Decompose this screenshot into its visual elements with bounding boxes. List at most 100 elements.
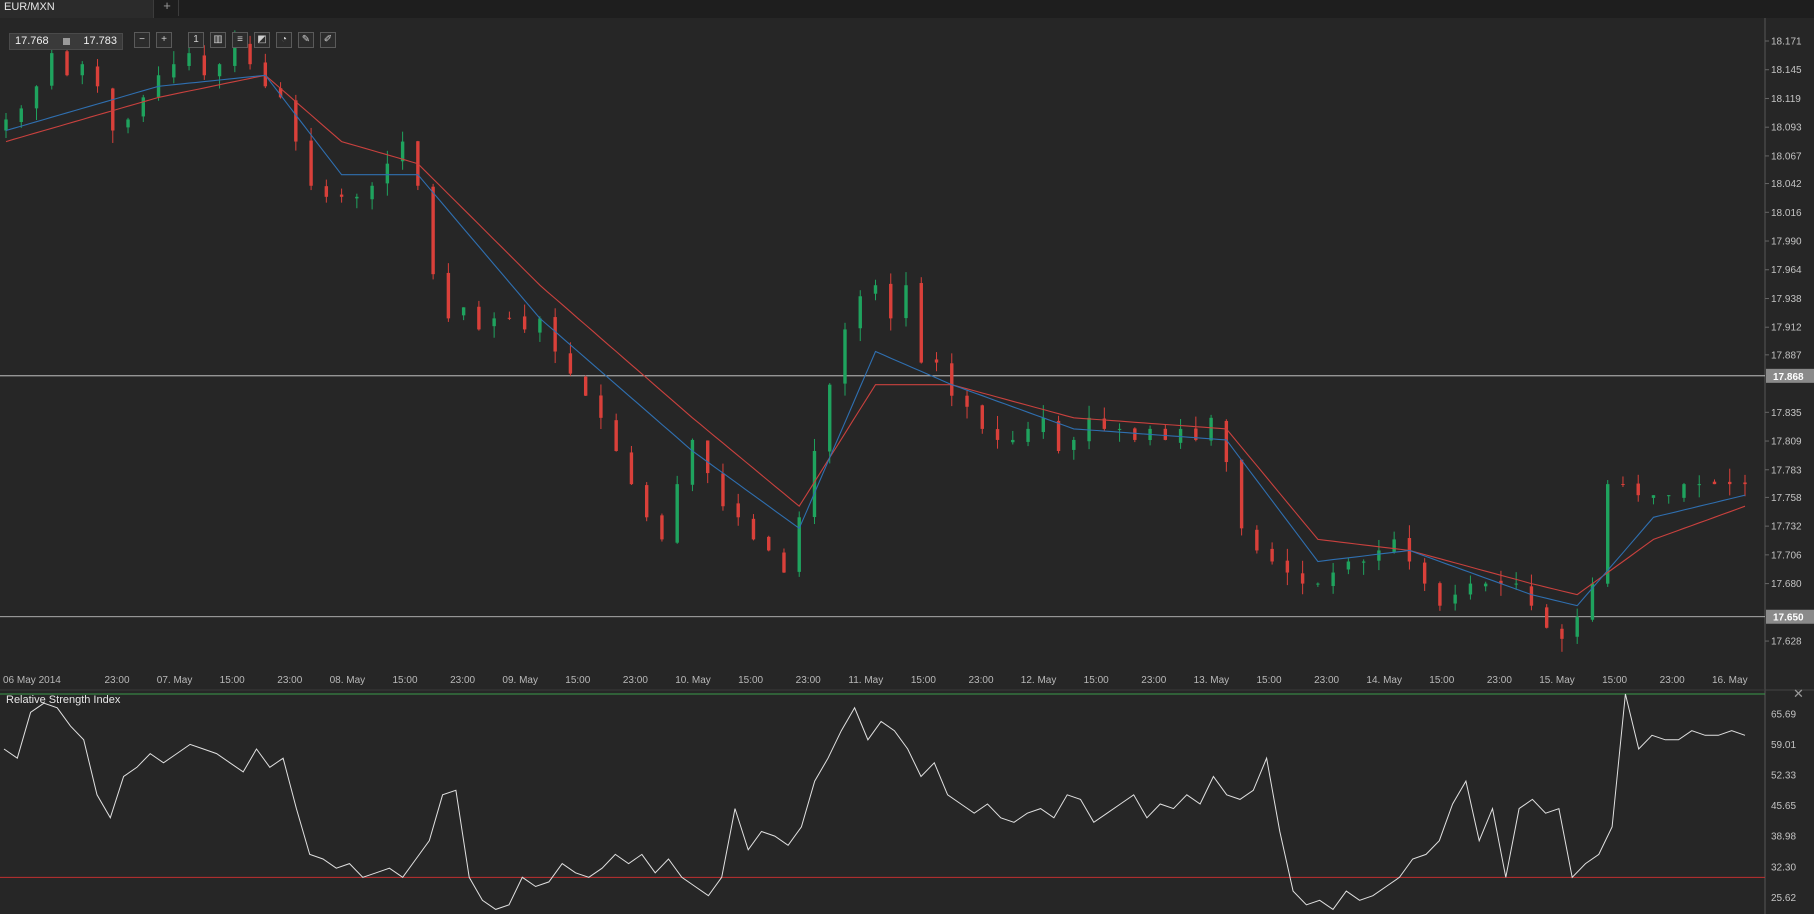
objects-icon[interactable]: ◔ [276, 32, 292, 48]
candle-body [1361, 561, 1366, 563]
price-tick-label: 18.145 [1771, 65, 1802, 76]
candle-body [858, 296, 862, 329]
bid-price: 17.768 [15, 35, 49, 47]
price-tick-label: 17.887 [1771, 350, 1802, 361]
time-tick-label: 23:00 [796, 675, 821, 686]
candle-body [1163, 428, 1168, 440]
time-tick-label: 07. May [157, 675, 193, 686]
candle-body [278, 88, 283, 98]
candle-body [1422, 562, 1427, 584]
candle-body [919, 283, 923, 363]
candle-body [385, 163, 390, 184]
zoom-in-icon[interactable]: + [156, 32, 172, 48]
rsi-tick-label: 25.62 [1771, 893, 1796, 904]
candle-body [217, 64, 222, 77]
candle-body [965, 395, 969, 407]
candle-body [614, 420, 618, 451]
add-tab-button[interactable]: + [156, 0, 179, 16]
time-tick-label: 16. May [1712, 675, 1748, 686]
time-tick-label: 23:00 [450, 675, 475, 686]
candle-body [889, 283, 893, 319]
rsi-line [3, 693, 1746, 911]
candle-body [1285, 560, 1290, 573]
candle-body [828, 384, 832, 452]
candle-body [904, 285, 908, 319]
candle-body [1407, 538, 1412, 562]
rsi-title: Relative Strength Index [6, 694, 121, 706]
candle-body [1392, 539, 1396, 552]
candle-body [1560, 628, 1564, 639]
price-tick-label: 17.758 [1771, 493, 1802, 504]
indicators-icon[interactable]: ≡ [232, 32, 248, 48]
timeframe-icon[interactable]: 1 [188, 32, 204, 48]
candle-body [95, 66, 100, 87]
candle-body [706, 440, 710, 474]
candle-body [294, 100, 298, 142]
zoom-out-icon[interactable]: − [134, 32, 150, 48]
moving-average-slow [5, 74, 1746, 596]
candle-body [1438, 583, 1442, 606]
price-tick-label: 18.171 [1771, 36, 1802, 47]
candle-body [1682, 484, 1686, 498]
price-tick-label: 18.067 [1771, 151, 1802, 162]
price-marker-box [1766, 609, 1814, 624]
candle-body [1575, 616, 1579, 637]
price-marker-label: 17.650 [1773, 613, 1804, 624]
candle-body [1453, 594, 1457, 604]
candle-body [1300, 573, 1305, 584]
price-marker-label: 17.868 [1773, 372, 1804, 383]
time-tick-label: 23:00 [1660, 675, 1685, 686]
studies-icon[interactable]: ◩ [254, 32, 270, 48]
tab-eur-mxn[interactable]: EUR/MXN [0, 0, 154, 18]
quote-separator [63, 38, 70, 45]
candle-body [522, 316, 527, 330]
candle-body [1331, 572, 1335, 587]
price-tick-label: 17.964 [1771, 265, 1802, 276]
candle-body [568, 353, 573, 374]
candle-body [1483, 583, 1488, 587]
ask-price: 17.783 [83, 35, 117, 47]
candle-body [1239, 459, 1244, 529]
time-tick-label: 10. May [675, 675, 711, 686]
candle-body [1178, 428, 1183, 443]
chart-area[interactable]: 18.171 18.145 18.119 18.093 18.067 18.042 18.0… [0, 18, 1814, 914]
candle-body [309, 140, 313, 186]
candle-body [1651, 495, 1656, 498]
draw-icon[interactable]: ✐ [320, 32, 336, 48]
candle-body [141, 97, 145, 117]
candle-body [782, 552, 786, 573]
rsi-tick-label: 45.65 [1771, 801, 1796, 812]
candle-body [1697, 484, 1701, 486]
candle-body [1072, 439, 1076, 450]
chart-type-icon[interactable]: ▥ [210, 32, 226, 48]
price-tick-label: 17.783 [1771, 465, 1802, 476]
candle-body [492, 318, 496, 327]
candle-body [1544, 607, 1549, 628]
time-tick-label: 15:00 [1429, 675, 1454, 686]
candle-body [934, 359, 939, 363]
moving-average-fast [5, 74, 1746, 607]
candle-body [1011, 439, 1015, 443]
candle-body [812, 450, 817, 518]
candle-body [1041, 417, 1045, 433]
candle-body [538, 318, 542, 333]
candle-body [1728, 481, 1732, 485]
time-tick-label: 15:00 [220, 675, 245, 686]
candle-body [721, 473, 725, 507]
time-tick-label: 13. May [1194, 675, 1230, 686]
edit-icon[interactable]: ✎ [298, 32, 314, 48]
candle-body [1468, 583, 1473, 595]
candle-body [126, 119, 130, 128]
candle-body [660, 515, 664, 540]
tab-bar: EUR/MXN + [0, 0, 1814, 18]
candle-body [1209, 417, 1213, 441]
rsi-tick-label: 59.01 [1771, 740, 1796, 751]
close-icon[interactable]: ✕ [1793, 686, 1804, 701]
candle-body [248, 43, 252, 65]
candle-body [644, 485, 649, 518]
price-tick-label: 17.809 [1771, 437, 1802, 448]
candle-body [767, 536, 771, 551]
candle-body [995, 429, 1000, 440]
price-tick-label: 17.680 [1771, 579, 1802, 590]
candle-body [1529, 586, 1534, 606]
